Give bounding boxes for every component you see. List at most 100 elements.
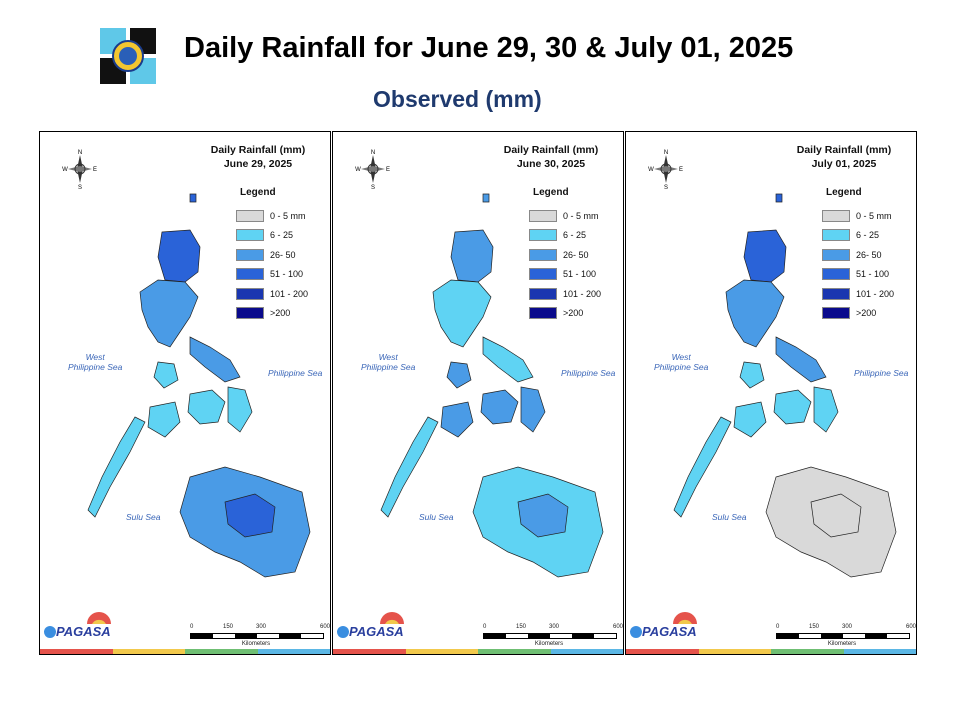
scale-bar-graphic (776, 633, 910, 639)
scale-tick-label: 150 (516, 624, 527, 630)
legend-label: 0 - 5 mm (563, 210, 599, 221)
north-arrow-compass-icon: N S E W (648, 149, 684, 189)
panay-region (733, 401, 767, 438)
legend-label: 0 - 5 mm (270, 210, 306, 221)
legend-swatch (236, 287, 264, 300)
west-sea-line2: Philippine Sea (68, 362, 123, 372)
philippines-map (380, 193, 604, 578)
pagasa-logo: PAGASA (42, 610, 112, 644)
west-philippine-sea-label: West Philippine Sea (361, 352, 415, 372)
luzon-region (432, 279, 492, 348)
legend-label: 51 - 100 (270, 269, 304, 280)
visayas-region-b (227, 386, 253, 433)
mindoro-region (153, 361, 179, 389)
svg-text:E: E (93, 167, 97, 173)
svg-text:N: N (78, 150, 82, 156)
page-title: Daily Rainfall for June 29, 30 & July 01… (184, 32, 794, 64)
legend-swatch (822, 287, 850, 300)
scale-tick-label: 150 (809, 624, 820, 630)
luzon-north-region (450, 229, 494, 283)
legend-label: 51 - 100 (563, 269, 597, 280)
luzon-region (139, 279, 199, 348)
legend-item: 0 - 5 mm (236, 206, 308, 226)
west-sea-line1: West (378, 352, 398, 362)
legend-item: 101 - 200 (236, 284, 308, 304)
philippine-sea-label: Philippine Sea (268, 368, 323, 378)
brand-color-stripe (626, 649, 916, 654)
svg-text:E: E (679, 167, 683, 173)
legend: Legend 0 - 5 mm 6 - 25 26- 50 51 - 100 101 - … (236, 187, 308, 323)
mindanao-core-region (224, 493, 276, 538)
sulu-sea-label: Sulu Sea (419, 512, 454, 522)
pagasa-wordmark: PAGASA (642, 624, 697, 639)
svg-text:N: N (664, 150, 668, 156)
batanes-islands (482, 193, 490, 203)
legend-item: >200 (822, 304, 894, 324)
scale-tick-label: 600 (613, 624, 624, 630)
legend-swatch (822, 268, 850, 281)
legend-item: 0 - 5 mm (822, 206, 894, 226)
legend-item: 6 - 25 (822, 226, 894, 246)
legend-swatch (822, 248, 850, 261)
panay-region (147, 401, 181, 438)
pagasa-wordmark: PAGASA (349, 624, 404, 639)
scale-tick-label: 0 (190, 624, 194, 630)
bicol-region (189, 336, 241, 383)
legend-title: Legend (533, 187, 569, 198)
west-philippine-sea-label: West Philippine Sea (654, 352, 708, 372)
legend-label: 101 - 200 (856, 288, 895, 299)
scale-tick-label: 300 (256, 624, 267, 630)
philippine-sea-label: Philippine Sea (561, 368, 616, 378)
scale-bar: 0 150 300 600 Kilometers (483, 624, 623, 647)
legend-label: 26- 50 (856, 249, 882, 260)
map-title-line1: Daily Rainfall (mm) (796, 144, 892, 156)
svg-text:S: S (78, 185, 82, 189)
sulu-sea-label: Sulu Sea (126, 512, 161, 522)
west-sea-line2: Philippine Sea (361, 362, 416, 372)
pagasa-seal-logo (96, 24, 160, 88)
legend-swatch (236, 229, 264, 242)
bicol-region (482, 336, 534, 383)
legend-label: 6 - 25 (270, 230, 294, 241)
luzon-region (725, 279, 785, 348)
visayas-region-b (520, 386, 546, 433)
mindanao-core-region (810, 493, 862, 538)
philippine-sea-label: Philippine Sea (854, 368, 909, 378)
legend-swatch (529, 229, 557, 242)
svg-text:S: S (664, 185, 668, 189)
mindanao-core-region (517, 493, 569, 538)
west-sea-line1: West (671, 352, 691, 362)
scale-tick-label: 0 (483, 624, 487, 630)
legend-item: 51 - 100 (822, 265, 894, 285)
brand-color-stripe (40, 649, 330, 654)
map-date: June 29, 2025 (223, 158, 293, 170)
scale-bar: 0 150 300 600 Kilometers (776, 624, 916, 647)
palawan-region (87, 416, 146, 518)
west-sea-line2: Philippine Sea (654, 362, 709, 372)
rainfall-map-panel-july01: N S E W Daily Rainfall (mm) July 01, 2025 Lege… (625, 131, 917, 655)
north-arrow-compass-icon: N S E W (355, 149, 391, 189)
scale-bar: 0 150 300 600 Kilometers (190, 624, 330, 647)
legend-item: 26- 50 (529, 245, 601, 265)
legend-swatch (822, 229, 850, 242)
scale-tick-label: 600 (320, 624, 331, 630)
scale-unit-label: Kilometers (534, 641, 564, 647)
map-date: July 01, 2025 (811, 158, 877, 170)
legend-item: 26- 50 (236, 245, 308, 265)
sulu-sea-label: Sulu Sea (712, 512, 747, 522)
scale-bar-graphic (483, 633, 617, 639)
scale-tick-label: 0 (776, 624, 780, 630)
svg-text:E: E (386, 167, 390, 173)
legend-item: 101 - 200 (529, 284, 601, 304)
palawan-region (673, 416, 732, 518)
legend-label: >200 (270, 308, 291, 319)
page-subtitle: Observed (mm) (373, 86, 542, 112)
north-arrow-compass-icon: N S E W (62, 149, 98, 189)
rainfall-map-panel-june30: N S E W Daily Rainfall (mm) June 30, 2025 Lege… (332, 131, 624, 655)
legend-label: >200 (563, 308, 584, 319)
legend-title: Legend (240, 187, 276, 198)
brand-color-stripe (333, 649, 623, 654)
batanes-islands (189, 193, 197, 203)
legend: Legend 0 - 5 mm 6 - 25 26- 50 51 - 100 101 - … (822, 187, 894, 323)
legend-item: 6 - 25 (236, 226, 308, 246)
